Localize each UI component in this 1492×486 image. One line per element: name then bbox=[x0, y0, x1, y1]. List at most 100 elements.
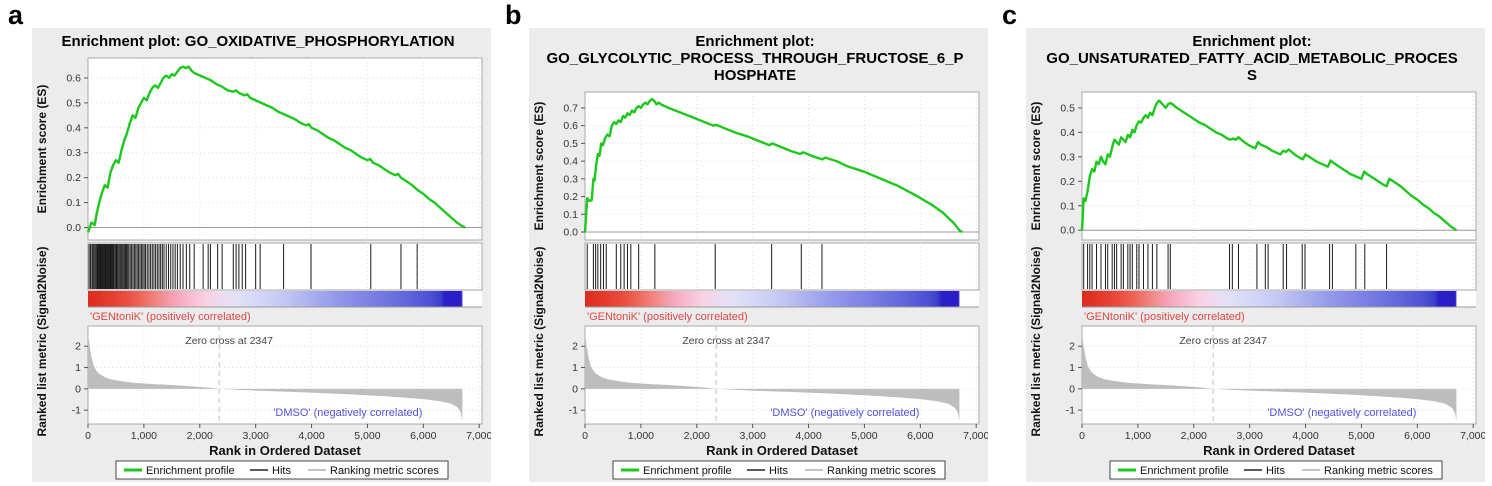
svg-text:0.4: 0.4 bbox=[1060, 127, 1075, 139]
svg-text:0.2: 0.2 bbox=[563, 191, 578, 203]
es-panel: 0.0 0.1 0.2 0.3 0.4 0.5 0.6 Enrichment score (E… bbox=[35, 57, 483, 241]
legend: Enrichment profile Hits Ranking metric sco… bbox=[115, 460, 449, 480]
svg-text:Enrichment plot:: Enrichment plot: bbox=[695, 33, 814, 50]
metric-panel: 2 1 0 -1 Zero cross at 2347 'DMSO' (negativel… bbox=[1029, 246, 1477, 437]
x-axis: 0 1,000 2,000 3,000 4,000 5,000 6,000 7,000 Rank… bbox=[582, 424, 988, 458]
svg-text:7,000: 7,000 bbox=[963, 430, 988, 442]
zero-cross-label: Zero cross at 2347 bbox=[185, 335, 273, 347]
hits-panel bbox=[87, 242, 483, 291]
svg-text:5,000: 5,000 bbox=[1348, 430, 1374, 442]
svg-text:0.5: 0.5 bbox=[66, 97, 81, 109]
negative-phenotype-label: 'DMSO' (negatively correlated) bbox=[770, 407, 919, 419]
svg-text:0.1: 0.1 bbox=[1060, 200, 1075, 212]
svg-text:1,000: 1,000 bbox=[628, 430, 654, 442]
es-y-axis-label: Enrichment score (ES) bbox=[1029, 102, 1043, 231]
panel-b: b Enrichment plot: GO_GLYCOLYTIC_PROCESS_… bbox=[497, 0, 994, 486]
svg-text:0: 0 bbox=[85, 430, 91, 442]
metric-y-axis-label: Ranked list metric (Signal2Noise) bbox=[532, 246, 546, 436]
svg-text:5,000: 5,000 bbox=[851, 430, 877, 442]
negative-phenotype-label: 'DMSO' (negatively correlated) bbox=[1267, 407, 1416, 419]
svg-text:S: S bbox=[1247, 67, 1257, 84]
svg-text:0: 0 bbox=[75, 383, 81, 395]
svg-text:1: 1 bbox=[572, 362, 578, 374]
legend-label-2: Ranking metric scores bbox=[827, 465, 936, 477]
legend-label-1: Hits bbox=[769, 465, 788, 477]
zero-cross-label: Zero cross at 2347 bbox=[1179, 335, 1267, 347]
panel-letter-c: c bbox=[1002, 0, 1018, 30]
svg-text:6,000: 6,000 bbox=[410, 430, 436, 442]
svg-text:Enrichment plot:: Enrichment plot: bbox=[1192, 33, 1311, 50]
svg-text:0.5: 0.5 bbox=[563, 138, 578, 150]
svg-text:1: 1 bbox=[1069, 362, 1075, 374]
panel-c: c Enrichment plot: GO_UNSATURATED_FATTY_A… bbox=[994, 0, 1491, 486]
svg-text:7,000: 7,000 bbox=[1460, 430, 1485, 442]
es-y-axis-label: Enrichment score (ES) bbox=[532, 102, 546, 231]
legend-label-0: Enrichment profile bbox=[643, 465, 732, 477]
gsea-plot-b: Enrichment plot:GO_GLYCOLYTIC_PROCESS_TH… bbox=[532, 33, 988, 480]
es-panel: 0.0 0.1 0.2 0.3 0.4 0.5 0.6 0.7 Enrichment score… bbox=[532, 91, 980, 241]
svg-text:6,000: 6,000 bbox=[907, 430, 933, 442]
panel-letter-a: a bbox=[8, 0, 24, 30]
svg-text:7,000: 7,000 bbox=[466, 430, 491, 442]
svg-text:2,000: 2,000 bbox=[1181, 430, 1207, 442]
negative-phenotype-label: 'DMSO' (negatively correlated) bbox=[273, 407, 422, 419]
svg-text:0.7: 0.7 bbox=[563, 102, 578, 114]
svg-text:0.0: 0.0 bbox=[1060, 225, 1075, 237]
svg-text:1: 1 bbox=[75, 362, 81, 374]
svg-text:-1: -1 bbox=[569, 405, 578, 417]
rank-colorbar bbox=[585, 291, 979, 308]
x-axis-label: Rank in Ordered Dataset bbox=[706, 443, 858, 458]
svg-text:0.1: 0.1 bbox=[66, 197, 81, 209]
svg-text:2: 2 bbox=[572, 341, 578, 353]
svg-text:0: 0 bbox=[572, 383, 578, 395]
svg-text:0.5: 0.5 bbox=[1060, 102, 1075, 114]
gsea-plot-c: Enrichment plot:GO_UNSATURATED_FATTY_ACI… bbox=[1029, 33, 1485, 480]
legend-label-0: Enrichment profile bbox=[1140, 465, 1229, 477]
positive-phenotype-label: 'GENtoniK' (positively correlated) bbox=[1084, 311, 1245, 323]
svg-text:0: 0 bbox=[1079, 430, 1085, 442]
legend-label-1: Hits bbox=[272, 465, 291, 477]
svg-text:0: 0 bbox=[1069, 383, 1075, 395]
svg-text:GO_UNSATURATED_FATTY_ACID_META: GO_UNSATURATED_FATTY_ACID_METABOLIC_PROC… bbox=[1046, 50, 1457, 67]
svg-text:Enrichment plot: GO_OXIDATIVE_: Enrichment plot: GO_OXIDATIVE_PHOSPHORYL… bbox=[61, 33, 454, 50]
svg-text:0.4: 0.4 bbox=[66, 122, 81, 134]
svg-text:0.0: 0.0 bbox=[66, 222, 81, 234]
x-axis: 0 1,000 2,000 3,000 4,000 5,000 6,000 7,000 Rank… bbox=[1079, 424, 1485, 458]
svg-text:0.2: 0.2 bbox=[1060, 176, 1075, 188]
svg-text:-1: -1 bbox=[1066, 405, 1075, 417]
svg-text:2,000: 2,000 bbox=[684, 430, 710, 442]
svg-text:-1: -1 bbox=[72, 405, 81, 417]
zero-cross-label: Zero cross at 2347 bbox=[682, 335, 770, 347]
plot-title: Enrichment plot:GO_UNSATURATED_FATTY_ACI… bbox=[1046, 33, 1457, 84]
rank-colorbar bbox=[1082, 291, 1476, 308]
enrichment-profile-curve bbox=[583, 97, 963, 234]
es-panel: 0.0 0.1 0.2 0.3 0.4 0.5 Enrichment score (ES) bbox=[1029, 91, 1477, 241]
svg-text:0.4: 0.4 bbox=[563, 156, 578, 168]
hits-panel bbox=[584, 242, 980, 291]
legend-label-2: Ranking metric scores bbox=[330, 465, 439, 477]
svg-text:2,000: 2,000 bbox=[187, 430, 213, 442]
legend: Enrichment profile Hits Ranking metric sco… bbox=[612, 460, 946, 480]
x-axis-label: Rank in Ordered Dataset bbox=[209, 443, 361, 458]
svg-text:3,000: 3,000 bbox=[1237, 430, 1263, 442]
svg-text:4,000: 4,000 bbox=[795, 430, 821, 442]
positive-phenotype-label: 'GENtoniK' (positively correlated) bbox=[90, 311, 251, 323]
svg-text:1,000: 1,000 bbox=[131, 430, 157, 442]
x-axis: 0 1,000 2,000 3,000 4,000 5,000 6,000 7,000 Rank… bbox=[85, 424, 491, 458]
enrichment-profile-curve bbox=[1080, 99, 1458, 232]
gsea-card-b: Enrichment plot: GO_GLYCOLYTIC_PROCESS_TH… bbox=[529, 28, 988, 482]
svg-text:2: 2 bbox=[75, 341, 81, 353]
legend: Enrichment profile Hits Ranking metric sco… bbox=[1109, 460, 1443, 480]
metric-panel: 2 1 0 -1 Zero cross at 2347 'DMSO' (negativel… bbox=[532, 246, 980, 437]
panel-a: a Enrichment plot: GO_OXIDATIVE_PHOSPHOR… bbox=[0, 0, 497, 486]
svg-text:5,000: 5,000 bbox=[354, 430, 380, 442]
plot-title: Enrichment plot: GO_OXIDATIVE_PHOSPHORYL… bbox=[61, 33, 454, 50]
es-y-axis-label: Enrichment score (ES) bbox=[35, 85, 49, 214]
svg-text:0.3: 0.3 bbox=[563, 173, 578, 185]
legend-label-1: Hits bbox=[1266, 465, 1285, 477]
svg-text:4,000: 4,000 bbox=[1292, 430, 1318, 442]
legend-label-2: Ranking metric scores bbox=[1324, 465, 1433, 477]
positive-phenotype-label: 'GENtoniK' (positively correlated) bbox=[587, 311, 748, 323]
metric-panel: 2 1 0 -1 Zero cross at 2347 'DMSO' (negativel… bbox=[35, 246, 483, 437]
